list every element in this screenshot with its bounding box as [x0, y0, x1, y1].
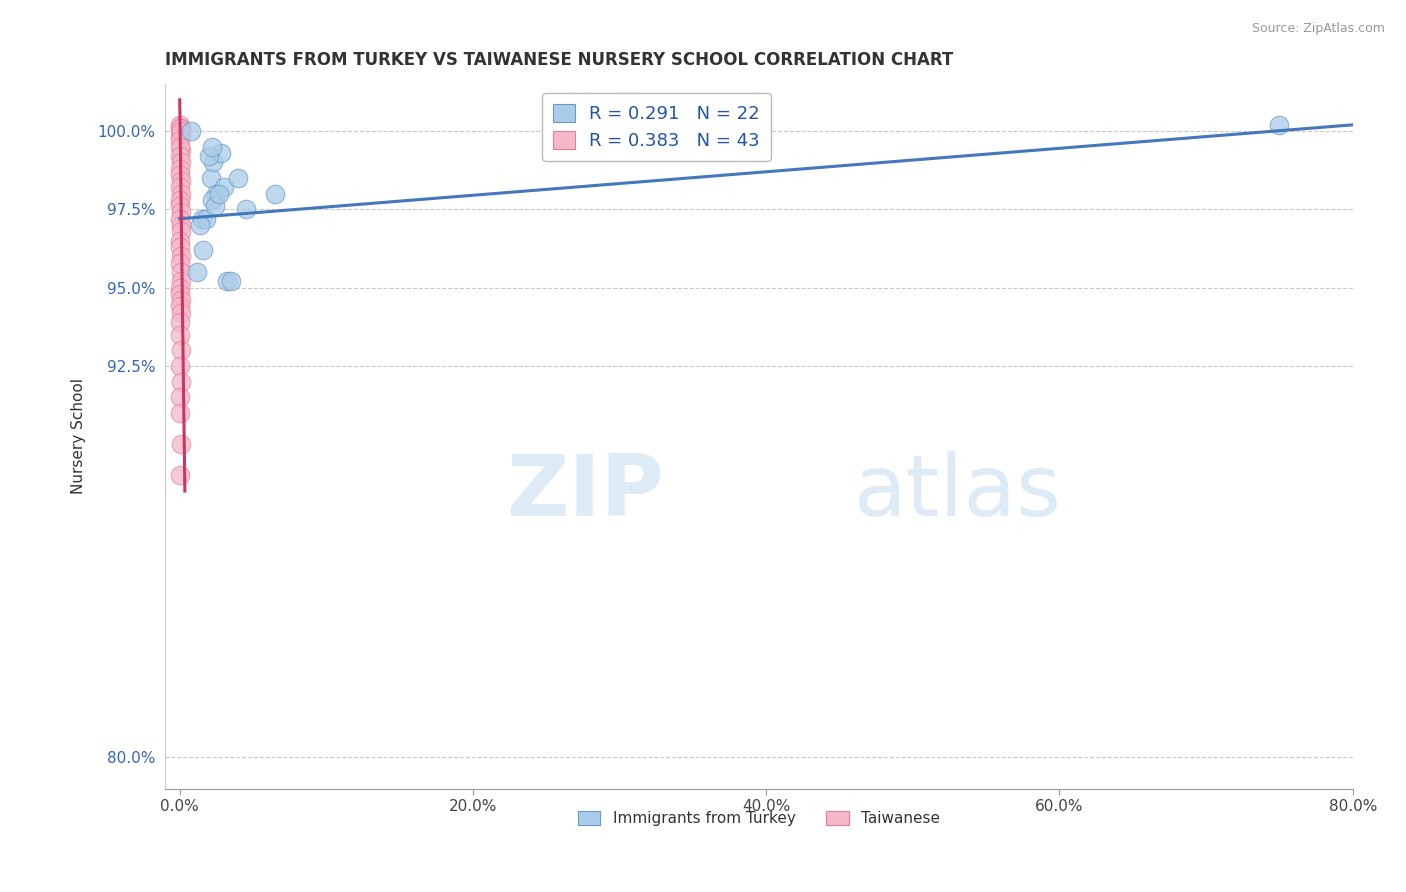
Point: [193, 243, 215, 257]
Point: [169, 390, 191, 404]
Point: [264, 186, 287, 201]
Point: [169, 118, 191, 132]
Legend: Immigrants from Turkey, Taiwanese: Immigrants from Turkey, Taiwanese: [569, 804, 948, 834]
Point: [202, 155, 225, 169]
Point: [201, 140, 224, 154]
Point: [169, 174, 191, 188]
Point: [209, 146, 232, 161]
Point: [169, 437, 191, 451]
Point: [208, 186, 231, 201]
Point: [169, 359, 191, 373]
Point: [169, 300, 191, 314]
Point: [169, 120, 191, 135]
Text: IMMIGRANTS FROM TURKEY VS TAIWANESE NURSERY SCHOOL CORRELATION CHART: IMMIGRANTS FROM TURKEY VS TAIWANESE NURS…: [165, 51, 953, 69]
Text: ZIP: ZIP: [506, 451, 664, 534]
Point: [169, 234, 191, 248]
Point: [169, 280, 191, 294]
Point: [170, 205, 193, 219]
Point: [235, 202, 257, 217]
Point: [170, 186, 193, 201]
Point: [170, 265, 193, 279]
Point: [188, 218, 211, 232]
Point: [169, 255, 191, 269]
Text: Source: ZipAtlas.com: Source: ZipAtlas.com: [1251, 22, 1385, 36]
Text: atlas: atlas: [853, 451, 1062, 534]
Point: [204, 199, 226, 213]
Point: [205, 186, 228, 201]
Point: [180, 124, 202, 138]
Point: [170, 375, 193, 389]
Point: [169, 127, 191, 141]
Point: [228, 171, 250, 186]
Point: [195, 211, 218, 226]
Point: [219, 274, 242, 288]
Point: [169, 406, 191, 420]
Point: [215, 274, 238, 288]
Point: [169, 155, 191, 169]
Point: [169, 286, 191, 301]
Point: [200, 171, 222, 186]
Point: [169, 168, 191, 182]
Point: [198, 149, 221, 163]
Point: [1268, 118, 1291, 132]
Point: [170, 218, 193, 232]
Point: [169, 161, 191, 176]
Point: [169, 140, 191, 154]
Point: [169, 143, 191, 157]
Point: [186, 265, 208, 279]
Point: [169, 133, 191, 147]
Point: [169, 130, 191, 145]
Point: [169, 180, 191, 194]
Point: [169, 468, 191, 483]
Point: [169, 149, 191, 163]
Point: [190, 211, 212, 226]
Point: [169, 315, 191, 329]
Point: [212, 180, 235, 194]
Point: [170, 274, 193, 288]
Point: [169, 293, 191, 307]
Point: [169, 124, 191, 138]
Point: [170, 306, 193, 320]
Point: [170, 120, 193, 135]
Y-axis label: Nursery School: Nursery School: [72, 378, 86, 494]
Point: [169, 193, 191, 207]
Point: [201, 193, 224, 207]
Point: [169, 249, 191, 263]
Point: [169, 327, 191, 342]
Point: [169, 211, 191, 226]
Point: [170, 124, 193, 138]
Point: [169, 199, 191, 213]
Point: [169, 224, 191, 238]
Point: [169, 240, 191, 254]
Point: [169, 343, 191, 358]
